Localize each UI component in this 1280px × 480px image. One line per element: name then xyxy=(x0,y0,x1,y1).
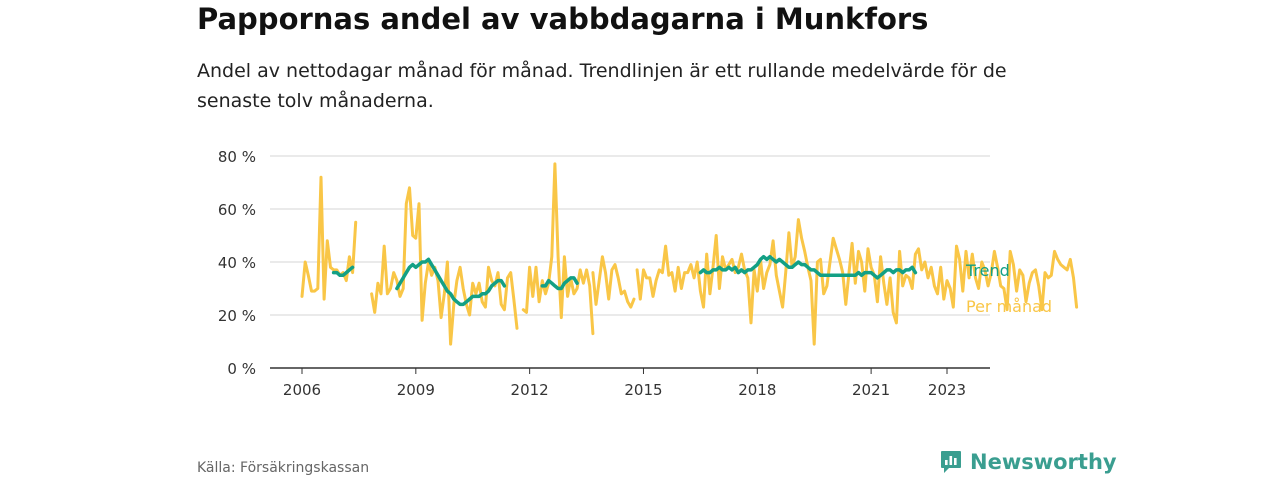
chart-title: Pappornas andel av vabbdagarna i Munkfor… xyxy=(197,2,929,36)
x-tick-label: 2009 xyxy=(397,381,435,399)
x-tick-label: 2021 xyxy=(852,381,890,399)
trend-line-segment xyxy=(698,254,918,280)
y-tick-label: 80 % xyxy=(218,148,256,166)
x-tick-label: 2023 xyxy=(928,381,966,399)
monthly-line-segment xyxy=(591,255,636,309)
x-tick-label: 2018 xyxy=(738,381,776,399)
y-axis-ticks: 0 % 20 % 40 % 60 % 80 % xyxy=(218,148,256,378)
brand[interactable]: Newsworthy xyxy=(940,450,1117,474)
y-tick-label: 0 % xyxy=(227,360,256,378)
series-labels: Trend Per månad xyxy=(965,261,1052,316)
y-tick-label: 20 % xyxy=(218,307,256,325)
newsworthy-logo-icon xyxy=(941,451,961,473)
x-tick-label: 2006 xyxy=(283,381,321,399)
brand-name: Newsworthy xyxy=(970,450,1117,474)
monthly-line-segment xyxy=(521,162,595,336)
x-tick-label: 2015 xyxy=(624,381,662,399)
trend-line-segment xyxy=(395,257,507,307)
trend-series-label: Trend xyxy=(965,261,1010,280)
x-tick-label: 2012 xyxy=(511,381,549,399)
x-axis-ticks: 2006 2009 2012 2015 2018 2021 2023 xyxy=(283,368,966,399)
trend-line-segment xyxy=(331,265,355,278)
line-chart: 0 % 20 % 40 % 60 % 80 % 2006 2009 2012 2015 2018… xyxy=(218,148,1079,399)
chart-subtitle: Andel av nettodagar månad för månad. Tre… xyxy=(197,60,1007,112)
monthly-series-label: Per månad xyxy=(966,297,1052,316)
y-tick-label: 40 % xyxy=(218,254,256,272)
monthly-line-segment xyxy=(370,186,519,346)
source-note: Källa: Försäkringskassan xyxy=(197,460,370,476)
series-lines xyxy=(300,162,1079,346)
monthly-line-segment xyxy=(300,175,358,301)
trend-line-segment xyxy=(540,276,579,291)
monthly-line-segment xyxy=(635,218,1079,346)
y-tick-label: 60 % xyxy=(218,201,256,219)
